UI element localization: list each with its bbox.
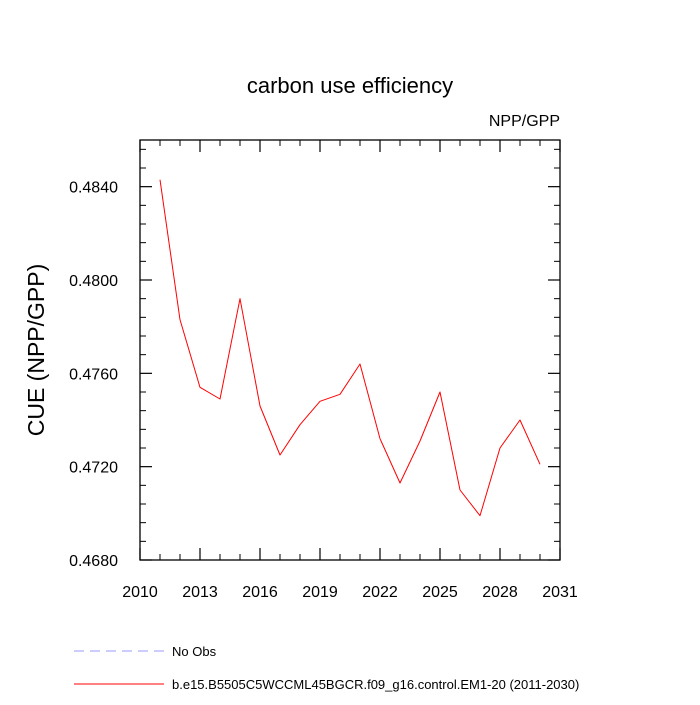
x-tick-label: 2013 — [182, 584, 218, 601]
legend: No Obs b.e15.B5505C5WCCML45BGCR.f09_g16.… — [74, 644, 579, 692]
axis-ticks — [139, 140, 561, 561]
x-tick-label: 2010 — [122, 584, 158, 601]
series-layer — [159, 179, 541, 517]
x-tick-label: 2031 — [542, 584, 578, 601]
legend-label-control-run: b.e15.B5505C5WCCML45BGCR.f09_g16.control… — [172, 677, 579, 692]
y-tick-label: 0.4680 — [69, 553, 118, 570]
chart-title: carbon use efficiency — [247, 73, 453, 98]
x-tick-label: 2025 — [422, 584, 458, 601]
x-tick-label: 2016 — [242, 584, 278, 601]
x-tick-label: 2019 — [302, 584, 338, 601]
y-tick-label: 0.4800 — [69, 273, 118, 290]
chart-subtitle: NPP/GPP — [489, 113, 560, 130]
y-tick-label: 0.4760 — [69, 366, 118, 383]
y-tick-label: 0.4840 — [69, 180, 118, 197]
y-axis-label: CUE (NPP/GPP) — [23, 264, 49, 437]
x-tick-label: 2028 — [482, 584, 518, 601]
y-tick-label: 0.4720 — [69, 460, 118, 477]
x-tick-label: 2022 — [362, 584, 398, 601]
series-line — [159, 179, 541, 517]
tick-labels: 2010 2013 2016 2019 2022 2025 2028 2031 0.4680 0.… — [69, 180, 578, 601]
plot-frame — [139, 139, 561, 561]
legend-label-no-obs: No Obs — [172, 644, 217, 659]
